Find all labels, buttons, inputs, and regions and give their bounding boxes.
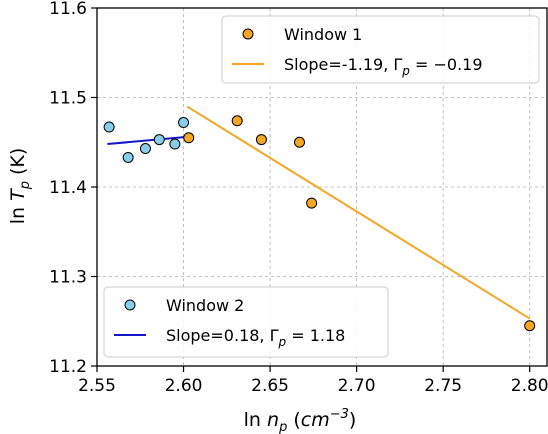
x-tick-label: 2.65 <box>251 376 289 396</box>
legend-box <box>221 15 540 84</box>
legends: Window 1 Slope=-1.19, Γp = −0.19 Window 2 S… <box>103 15 540 358</box>
fit-line-1 <box>186 105 531 320</box>
y-tick-label: 11.6 <box>49 0 87 19</box>
x-axis-label: ln np (cm−3) <box>244 407 357 434</box>
data-point <box>255 134 267 146</box>
fit-line-3 <box>107 135 188 146</box>
x-tick-label: 2.55 <box>78 376 116 396</box>
y-axis-label: ln Tp (K) <box>7 148 33 225</box>
legend-label-part: Window 2 <box>166 296 244 315</box>
legend-label-part: Slope=0.18, <box>166 326 270 345</box>
data-point <box>231 115 243 127</box>
legend-bottom-left: Window 2 Slope=0.18, Γp = 1.18 <box>103 286 389 358</box>
y-axis-label-ln: ln <box>7 201 29 224</box>
legend-label-part: = −0.19 <box>410 55 483 74</box>
legend-label-part: = 1.18 <box>286 326 345 345</box>
legend-label-part: Window 1 <box>284 25 362 44</box>
data-point <box>169 138 181 150</box>
y-tick-label: 11.5 <box>49 89 87 109</box>
x-axis-label-ln: ln <box>244 409 267 431</box>
x-axis-label-exp: −3 <box>330 407 349 422</box>
data-point <box>306 197 318 209</box>
data-point <box>122 151 134 163</box>
data-point <box>178 117 190 129</box>
legend-label: Window 2 <box>166 296 244 315</box>
legend-marker <box>242 28 254 40</box>
x-tick-label: 2.80 <box>511 376 548 396</box>
data-point <box>294 136 305 148</box>
x-axis-label-unit-open: ( <box>287 409 300 431</box>
data-point <box>183 132 195 144</box>
legend-label-part: p <box>278 335 287 349</box>
y-axis-label-var: T <box>7 188 29 201</box>
x-axis-label-unit-close: ) <box>349 409 356 431</box>
legend-label-part: Γ <box>270 326 279 345</box>
legend-label-part: Γ <box>393 55 402 74</box>
y-axis-label-unit: (K) <box>7 148 29 181</box>
legend-marker <box>124 299 136 311</box>
data-point <box>524 320 536 332</box>
legend-label: Slope=-1.19, Γp = −0.19 <box>284 55 483 78</box>
x-axis-label-var: n <box>267 409 279 431</box>
y-tick-label: 11.4 <box>49 178 87 198</box>
legend-label: Window 1 <box>284 25 362 44</box>
data-point <box>139 143 151 155</box>
legend-label-part: p <box>401 64 410 78</box>
legend-box <box>103 286 389 358</box>
x-tick-label: 2.70 <box>338 376 376 396</box>
data-point <box>103 121 115 133</box>
x-axis-label-sub: p <box>278 420 287 434</box>
x-tick-label: 2.60 <box>165 376 203 396</box>
legend-top-right: Window 1 Slope=-1.19, Γp = −0.19 <box>221 15 540 84</box>
legend-label-part: Slope=-1.19, <box>284 55 393 74</box>
y-tick-label: 11.3 <box>49 268 87 288</box>
ticks: 2.55 2.60 2.65 2.70 2.75 2.80 11.2 11.3 11.4 11.5… <box>49 0 548 396</box>
series-layer <box>103 105 536 332</box>
y-tick-label: 11.2 <box>49 357 87 377</box>
data-point <box>153 134 165 146</box>
y-axis-label-sub: p <box>18 181 33 190</box>
x-tick-label: 2.75 <box>424 376 462 396</box>
legend-label: Slope=0.18, Γp = 1.18 <box>166 326 345 349</box>
x-axis-label-unit: cm <box>301 409 330 431</box>
